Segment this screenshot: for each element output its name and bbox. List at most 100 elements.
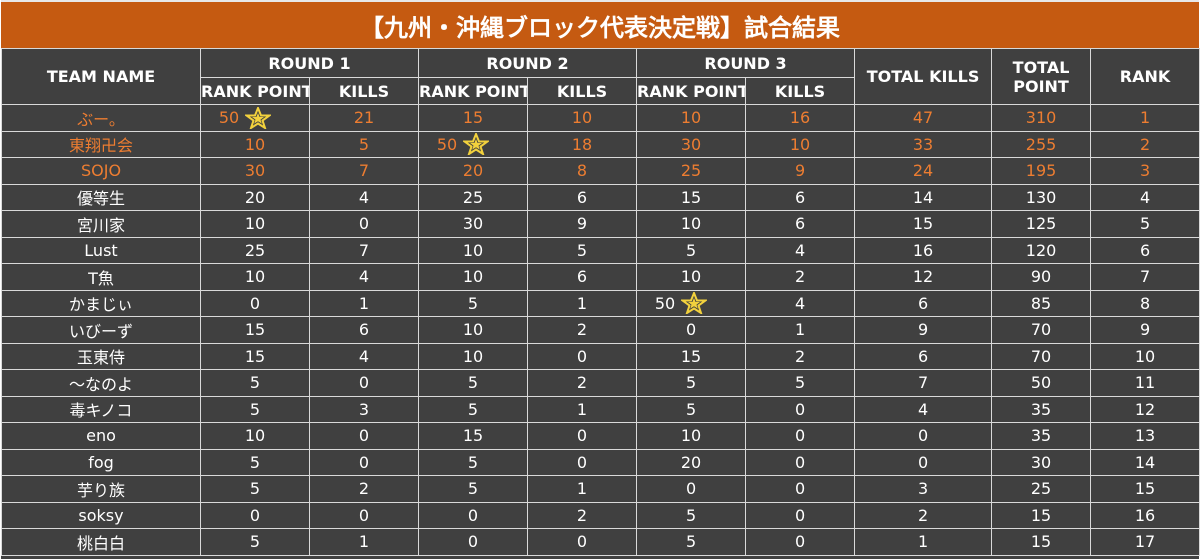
r1-kills-cell: 1 — [308, 289, 420, 317]
team-name-cell: soksy — [1, 501, 201, 529]
header-r2-rank-point: RANK POINT — [418, 77, 529, 105]
r3-rank-point-cell: 25 — [636, 157, 747, 185]
r2-kills-cell: 6 — [527, 263, 638, 291]
table-row: SOJO 30 7 20 8 25 9 24 195 3 — [1, 157, 1200, 185]
header-team-name: TEAM NAME — [1, 48, 201, 105]
total-point-cell: 15 — [991, 528, 1092, 556]
r1-rank-point-cell: 15 — [200, 316, 310, 344]
header-r3-rank-point: RANK POINT — [636, 77, 747, 105]
total-kills-cell: 1 — [854, 528, 993, 556]
header-total-point-line2: POINT — [1013, 76, 1069, 96]
starred-value: 50 — [219, 106, 272, 129]
table-row: 玉東侍 15 4 10 0 15 2 6 70 10 — [1, 342, 1200, 370]
table-row: 毒キノコ 5 3 5 1 5 0 4 35 12 — [1, 395, 1200, 423]
r1-kills-cell: 0 — [308, 422, 420, 450]
r1-kills-cell: 7 — [308, 157, 420, 185]
r1-rank-point-cell: 0 — [200, 501, 310, 529]
team-name-cell: 芋り族 — [1, 475, 201, 503]
team-name-cell: 宮川家 — [1, 210, 201, 238]
r2-kills-cell: 2 — [527, 369, 638, 397]
header-round1: ROUND 1 — [199, 48, 420, 78]
team-name-cell: 玉東侍 — [1, 342, 201, 370]
total-kills-cell: 7 — [854, 369, 993, 397]
total-point-cell: 30 — [991, 448, 1092, 476]
total-point-cell: 35 — [991, 395, 1092, 423]
rank-cell: 2 — [1090, 130, 1200, 158]
r3-kills-cell: 2 — [745, 342, 856, 370]
r2-kills-cell: 5 — [527, 236, 638, 264]
r2-rank-point-cell: 0 — [418, 501, 529, 529]
table-row: 東翔卍会 10 5 50 18 30 10 33 255 2 — [1, 130, 1200, 158]
r1-rank-point-cell: 5 — [200, 528, 310, 556]
rank-cell: 15 — [1090, 475, 1200, 503]
total-kills-cell: 3 — [854, 475, 993, 503]
table-row: 宮川家 10 0 30 9 10 6 15 125 5 — [1, 210, 1200, 238]
table-row: eno 10 0 15 0 10 0 0 35 13 — [1, 422, 1200, 450]
table-row: T魚 10 4 10 6 10 2 12 90 7 — [1, 263, 1200, 291]
total-kills-cell: 2 — [854, 501, 993, 529]
total-point-cell: 35 — [991, 422, 1092, 450]
total-kills-cell: 0 — [854, 448, 993, 476]
total-point-cell: 195 — [991, 157, 1092, 185]
rank-cell: 3 — [1090, 157, 1200, 185]
r1-rank-point-cell: 5 — [200, 475, 310, 503]
r1-kills-cell: 0 — [308, 448, 420, 476]
r2-kills-cell: 1 — [527, 289, 638, 317]
header-r2-kills: KILLS — [527, 77, 638, 105]
r1-kills-cell: 0 — [308, 501, 420, 529]
team-name-cell: fog — [1, 448, 201, 476]
team-name-cell: 優等生 — [1, 183, 201, 211]
total-kills-cell: 0 — [854, 422, 993, 450]
team-name-cell: いびーず — [1, 316, 201, 344]
r1-rank-point-cell: 5 — [200, 395, 310, 423]
r3-kills-cell: 10 — [745, 130, 856, 158]
rank-cell: 6 — [1090, 236, 1200, 264]
table-row: 芋り族 5 2 5 1 0 0 3 25 15 — [1, 475, 1200, 503]
r3-rank-point-cell: 20 — [636, 448, 747, 476]
r2-rank-point-cell: 5 — [418, 475, 529, 503]
header-total-kills: TOTAL KILLS — [854, 48, 993, 105]
r2-rank-point-cell: 5 — [418, 448, 529, 476]
r1-kills-cell: 0 — [308, 369, 420, 397]
team-name-cell: 桃白白 — [1, 528, 201, 556]
total-kills-cell: 12 — [854, 263, 993, 291]
total-point-cell: 85 — [991, 289, 1092, 317]
r3-rank-point-cell: 15 — [636, 183, 747, 211]
r1-rank-point-cell: 10 — [200, 422, 310, 450]
r3-kills-cell: 2 — [745, 263, 856, 291]
r2-rank-point-cell: 10 — [418, 316, 529, 344]
r2-kills-cell: 0 — [527, 528, 638, 556]
r2-kills-cell: 9 — [527, 210, 638, 238]
r2-rank-point-cell: 15 — [418, 104, 529, 132]
r1-rank-point-cell: 30 — [200, 157, 310, 185]
r3-kills-cell: 0 — [745, 528, 856, 556]
r2-rank-point-cell: 50 — [418, 130, 529, 158]
team-name-cell: eno — [1, 422, 201, 450]
results-table: TEAM NAME ROUND 1 ROUND 2 ROUND 3 TOTAL … — [1, 48, 1200, 556]
r2-rank-point-cell: 0 — [418, 528, 529, 556]
r2-rank-point-cell: 10 — [418, 342, 529, 370]
table-row: Lust 25 7 10 5 5 4 16 120 6 — [1, 236, 1200, 264]
header-rank: RANK — [1090, 48, 1200, 105]
header-total-point-line1: TOTAL — [1012, 57, 1070, 77]
rank-cell: 1 — [1090, 104, 1200, 132]
rank-cell: 9 — [1090, 316, 1200, 344]
r1-rank-point-cell: 20 — [200, 183, 310, 211]
rank-cell: 16 — [1090, 501, 1200, 529]
star-icon — [681, 292, 708, 315]
rank-cell: 10 — [1090, 342, 1200, 370]
r3-rank-point-cell: 5 — [636, 528, 747, 556]
r3-kills-cell: 16 — [745, 104, 856, 132]
team-name-cell: ぶー。 — [1, 104, 201, 132]
team-name-cell: 毒キノコ — [1, 395, 201, 423]
r3-rank-point-cell: 5 — [636, 236, 747, 264]
r2-rank-point-cell: 25 — [418, 183, 529, 211]
r3-rank-point-cell: 30 — [636, 130, 747, 158]
rank-cell: 14 — [1090, 448, 1200, 476]
header-round3: ROUND 3 — [636, 48, 856, 78]
r2-rank-point-cell: 5 — [418, 395, 529, 423]
r2-kills-cell: 0 — [527, 342, 638, 370]
r3-rank-point-cell: 15 — [636, 342, 747, 370]
rank-cell: 11 — [1090, 369, 1200, 397]
r1-rank-point-cell: 50 — [200, 104, 310, 132]
